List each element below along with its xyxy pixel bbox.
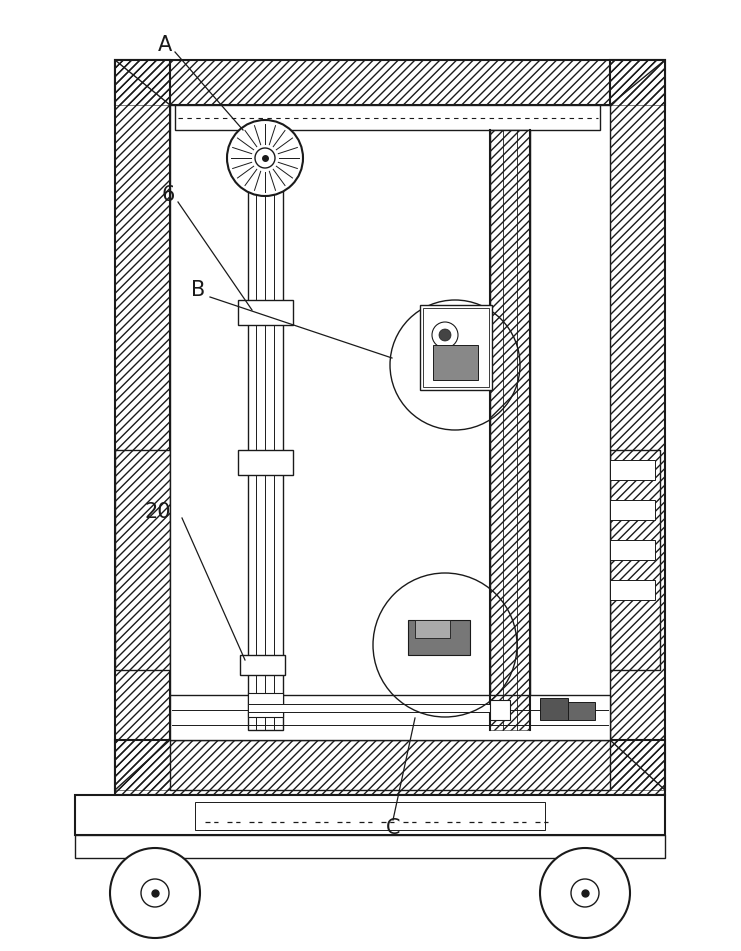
Bar (170, 105, 610, 740)
Text: C: C (386, 818, 400, 838)
Bar (115, 60, 665, 105)
Bar (115, 60, 665, 105)
Bar (248, 693, 283, 705)
Bar (248, 704, 490, 712)
Circle shape (227, 120, 303, 196)
Bar (540, 698, 568, 720)
Text: B: B (191, 280, 205, 300)
Bar (490, 130, 530, 730)
Circle shape (255, 148, 275, 168)
Bar (248, 130, 283, 730)
Bar (238, 300, 293, 325)
Bar (610, 60, 665, 790)
Bar (408, 620, 470, 655)
Bar (415, 620, 450, 638)
Bar (115, 450, 170, 670)
Bar (170, 740, 610, 790)
Bar (610, 460, 655, 480)
Bar (610, 540, 655, 560)
Bar (610, 450, 660, 670)
Bar (238, 450, 293, 475)
Bar (75, 795, 665, 835)
Circle shape (141, 879, 169, 907)
Bar (610, 580, 655, 600)
Bar (423, 308, 489, 387)
Bar (115, 60, 170, 790)
Circle shape (432, 322, 458, 348)
Bar (75, 835, 665, 858)
Bar (115, 450, 170, 670)
Bar (248, 705, 283, 717)
Bar (490, 130, 530, 730)
Bar (170, 695, 610, 740)
Bar (433, 345, 478, 380)
Text: 20: 20 (144, 502, 171, 522)
Bar (195, 802, 545, 830)
Bar (115, 740, 665, 795)
Bar (170, 740, 610, 790)
Bar (610, 500, 655, 520)
Bar (610, 60, 665, 790)
Bar (240, 655, 285, 675)
Bar (175, 105, 600, 130)
Bar (490, 700, 510, 720)
Circle shape (571, 879, 599, 907)
Text: 6: 6 (162, 185, 175, 205)
Circle shape (110, 848, 200, 938)
Bar (115, 740, 665, 795)
Circle shape (439, 329, 451, 341)
Bar (420, 305, 492, 390)
Bar (610, 450, 660, 670)
Bar (565, 702, 595, 720)
Circle shape (540, 848, 630, 938)
Text: A: A (158, 35, 172, 55)
Bar (115, 60, 170, 790)
